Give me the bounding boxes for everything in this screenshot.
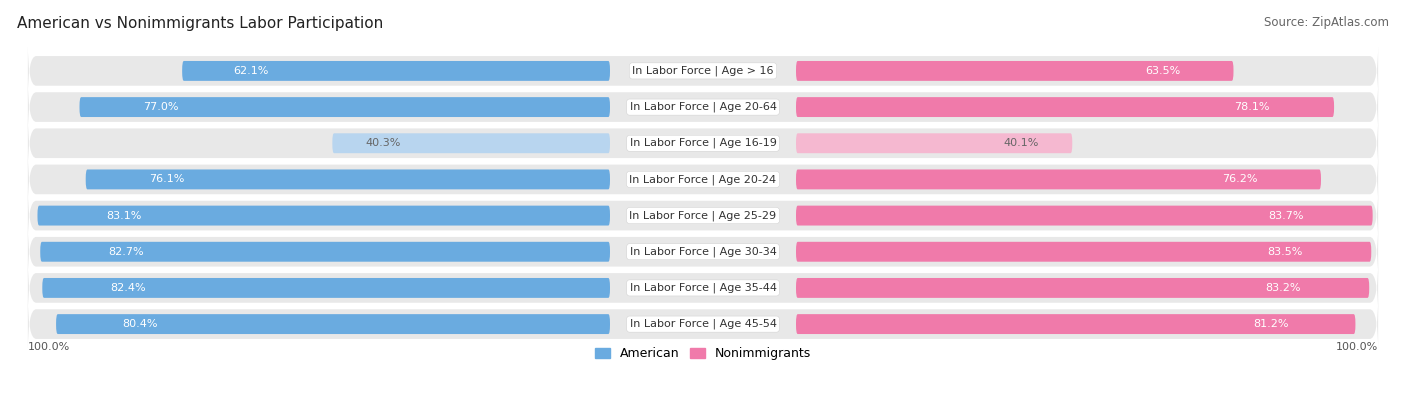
FancyBboxPatch shape [332, 133, 610, 153]
FancyBboxPatch shape [796, 314, 1355, 334]
Text: 40.3%: 40.3% [366, 138, 401, 148]
Text: 83.7%: 83.7% [1268, 211, 1303, 220]
FancyBboxPatch shape [28, 115, 1378, 172]
FancyBboxPatch shape [38, 206, 610, 226]
FancyBboxPatch shape [796, 278, 1369, 298]
Text: In Labor Force | Age > 16: In Labor Force | Age > 16 [633, 66, 773, 76]
Text: In Labor Force | Age 25-29: In Labor Force | Age 25-29 [630, 210, 776, 221]
FancyBboxPatch shape [56, 314, 610, 334]
FancyBboxPatch shape [183, 61, 610, 81]
Text: 78.1%: 78.1% [1234, 102, 1270, 112]
FancyBboxPatch shape [28, 187, 1378, 244]
Text: 83.2%: 83.2% [1265, 283, 1301, 293]
Text: 62.1%: 62.1% [233, 66, 269, 76]
Text: In Labor Force | Age 45-54: In Labor Force | Age 45-54 [630, 319, 776, 329]
Text: In Labor Force | Age 16-19: In Labor Force | Age 16-19 [630, 138, 776, 149]
Text: 40.1%: 40.1% [1004, 138, 1039, 148]
Text: In Labor Force | Age 35-44: In Labor Force | Age 35-44 [630, 283, 776, 293]
Legend: American, Nonimmigrants: American, Nonimmigrants [591, 342, 815, 365]
Text: 83.5%: 83.5% [1267, 247, 1302, 257]
FancyBboxPatch shape [796, 206, 1372, 226]
Text: Source: ZipAtlas.com: Source: ZipAtlas.com [1264, 16, 1389, 29]
Text: 77.0%: 77.0% [143, 102, 179, 112]
FancyBboxPatch shape [796, 133, 1073, 153]
Text: American vs Nonimmigrants Labor Participation: American vs Nonimmigrants Labor Particip… [17, 16, 382, 31]
Text: In Labor Force | Age 20-24: In Labor Force | Age 20-24 [630, 174, 776, 185]
Text: 63.5%: 63.5% [1146, 66, 1181, 76]
Text: 81.2%: 81.2% [1253, 319, 1288, 329]
FancyBboxPatch shape [28, 260, 1378, 316]
Text: 82.4%: 82.4% [111, 283, 146, 293]
Text: In Labor Force | Age 20-64: In Labor Force | Age 20-64 [630, 102, 776, 112]
Text: 100.0%: 100.0% [1336, 342, 1378, 352]
Text: In Labor Force | Age 30-34: In Labor Force | Age 30-34 [630, 246, 776, 257]
FancyBboxPatch shape [796, 61, 1233, 81]
FancyBboxPatch shape [796, 242, 1371, 262]
FancyBboxPatch shape [796, 169, 1322, 189]
FancyBboxPatch shape [796, 97, 1334, 117]
FancyBboxPatch shape [42, 278, 610, 298]
FancyBboxPatch shape [41, 242, 610, 262]
FancyBboxPatch shape [28, 295, 1378, 353]
Text: 76.1%: 76.1% [149, 175, 184, 184]
FancyBboxPatch shape [28, 223, 1378, 280]
Text: 82.7%: 82.7% [108, 247, 145, 257]
FancyBboxPatch shape [28, 79, 1378, 135]
Text: 100.0%: 100.0% [28, 342, 70, 352]
Text: 83.1%: 83.1% [107, 211, 142, 220]
FancyBboxPatch shape [80, 97, 610, 117]
FancyBboxPatch shape [28, 151, 1378, 208]
FancyBboxPatch shape [86, 169, 610, 189]
Text: 76.2%: 76.2% [1222, 175, 1258, 184]
FancyBboxPatch shape [28, 42, 1378, 100]
Text: 80.4%: 80.4% [122, 319, 157, 329]
